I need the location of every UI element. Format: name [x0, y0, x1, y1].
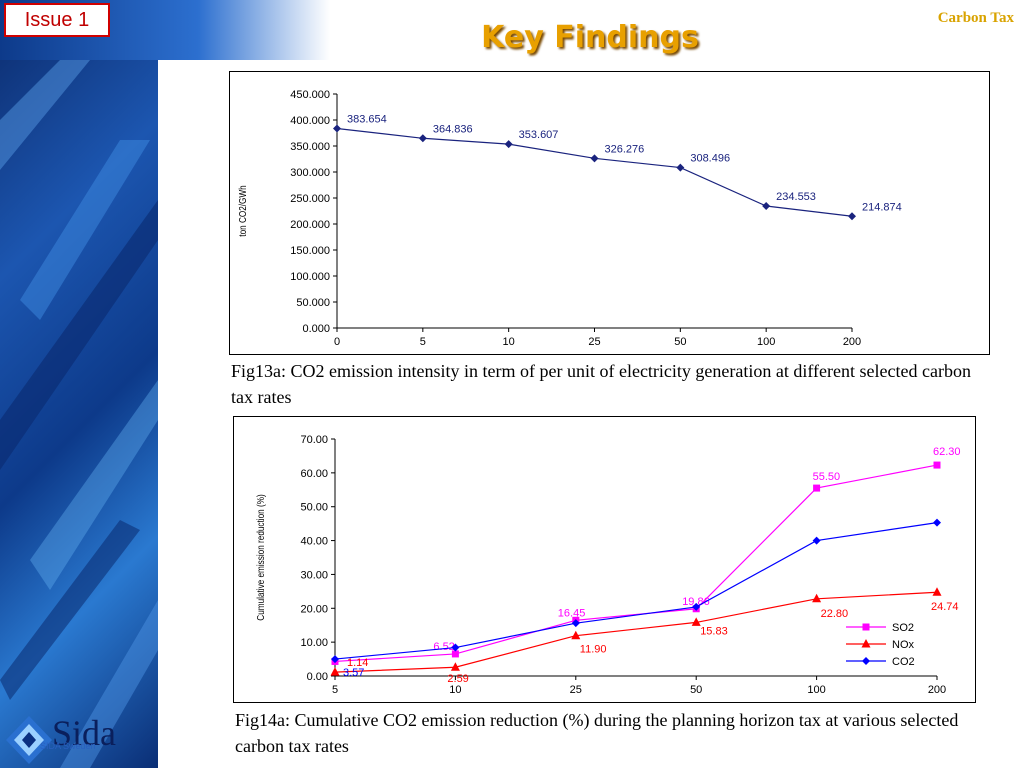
legend-marker [861, 639, 871, 648]
data-point [692, 602, 701, 611]
x-tick-label: 25 [588, 336, 600, 348]
data-label: 353.607 [519, 129, 559, 141]
y-tick-label: 400.000 [290, 115, 330, 127]
issue-label: Issue 1 [4, 3, 110, 37]
data-point [331, 655, 339, 664]
data-label: 2.59 [447, 673, 468, 685]
x-tick-label: 10 [449, 684, 461, 696]
y-tick-label: 0.000 [302, 323, 330, 335]
data-label: 364.836 [433, 123, 473, 135]
data-label: 11.90 [580, 644, 607, 656]
data-label: 6.52 [433, 641, 454, 653]
data-label: 24.74 [931, 601, 959, 613]
data-label: 3.57 [343, 667, 364, 679]
data-point [450, 662, 460, 671]
x-tick-label: 100 [757, 336, 775, 348]
data-label: 1.14 [347, 657, 368, 669]
y-tick-label: 350.000 [290, 141, 330, 153]
y-tick-label: 50.00 [300, 502, 328, 514]
y-tick-label: 0.00 [307, 671, 328, 683]
data-point [813, 484, 821, 492]
legend-marker [862, 657, 870, 665]
data-point [932, 587, 942, 596]
y-tick-label: 60.00 [300, 468, 328, 480]
y-tick-label: 100.000 [290, 271, 330, 283]
x-tick-label: 5 [420, 336, 426, 348]
data-point [504, 140, 513, 149]
logo-text: Sida [52, 713, 117, 753]
data-label: 308.496 [690, 153, 730, 165]
y-tick-label: 250.000 [290, 193, 330, 205]
x-tick-label: 100 [807, 684, 825, 696]
data-point [691, 617, 701, 626]
y-tick-label: 200.000 [290, 219, 330, 231]
data-point [451, 650, 459, 658]
data-point [762, 202, 771, 211]
legend-label: NOx [892, 639, 915, 651]
data-point [933, 461, 941, 469]
data-point [571, 619, 580, 628]
data-label: 326.276 [605, 143, 645, 155]
y-tick-label: 300.000 [290, 167, 330, 179]
data-point [676, 163, 685, 172]
chart-co2-intensity: 0.000 50.000 100.000 150.000 200.000 250.000 3… [229, 71, 990, 355]
y-tick-label: 50.000 [296, 297, 330, 309]
sidebar-pattern [0, 60, 158, 768]
x-tick-label: 10 [503, 336, 515, 348]
x-tick-label: 200 [843, 336, 861, 348]
chart-co2-intensity-svg: 0.000 50.000 100.000 150.000 200.000 250.000 3… [237, 89, 902, 348]
data-label: 55.50 [813, 471, 841, 483]
data-label: 214.874 [862, 201, 902, 213]
chart-cumulative-reduction-svg: 0.00 10.00 20.00 30.00 40.00 50.00 60.00 70.00 5… [255, 434, 961, 696]
y-tick-label: 30.00 [300, 569, 328, 581]
y-tick-label: 20.00 [300, 603, 328, 615]
data-label: 22.80 [821, 608, 849, 620]
data-point [330, 667, 340, 676]
y-tick-label: 150.000 [290, 245, 330, 257]
data-point [933, 518, 941, 527]
x-tick-label: 50 [674, 336, 686, 348]
legend-label: CO2 [892, 656, 915, 668]
x-tick-label: 50 [690, 684, 702, 696]
y-axis-label: Cumulative emission reduction (%) [255, 494, 266, 620]
data-label: 234.553 [776, 191, 816, 203]
data-label: 15.83 [700, 625, 728, 637]
sida-logo-icon [6, 716, 52, 764]
legend-marker [862, 623, 870, 631]
series-line-so2 [334, 464, 938, 663]
figure-caption-13a: Fig13a: CO2 emission intensity in term o… [231, 361, 971, 407]
y-tick-label: 450.000 [290, 89, 330, 101]
sidebar-decoration [0, 0, 158, 768]
topic-label: Carbon Tax [937, 10, 1014, 26]
data-point [451, 643, 460, 652]
figure-caption-14a: Fig14a: Cumulative CO2 emission reductio… [235, 710, 959, 756]
y-tick-label: 10.00 [300, 637, 328, 649]
x-tick-label: 200 [928, 684, 946, 696]
chart-cumulative-reduction: 0.00 10.00 20.00 30.00 40.00 50.00 60.00 70.00 5… [233, 416, 976, 703]
series-line-nox [334, 591, 938, 673]
data-point [812, 593, 822, 603]
x-tick-label: 5 [332, 684, 338, 696]
page-title: Key Findings [481, 20, 699, 55]
series-line-co2 [334, 522, 938, 660]
x-tick-label: 25 [570, 684, 582, 696]
data-point [571, 630, 581, 640]
y-tick-label: 70.00 [300, 434, 328, 446]
x-tick-label: 0 [334, 336, 340, 348]
data-label: 19.86 [682, 596, 710, 608]
data-point [812, 536, 821, 545]
data-label: 16.45 [558, 607, 586, 619]
legend-label: SO2 [892, 622, 914, 634]
data-label: 62.30 [933, 446, 961, 458]
logo-subtext: SIDA Sweden [40, 741, 96, 751]
data-point [333, 124, 341, 133]
data-point [848, 212, 856, 221]
data-point [590, 154, 599, 163]
series-line-series [336, 127, 853, 217]
y-tick-label: 40.00 [300, 536, 328, 548]
data-label: 383.654 [347, 113, 387, 125]
y-axis-label: ton CO2/GWh [237, 185, 248, 236]
data-point [418, 134, 427, 143]
